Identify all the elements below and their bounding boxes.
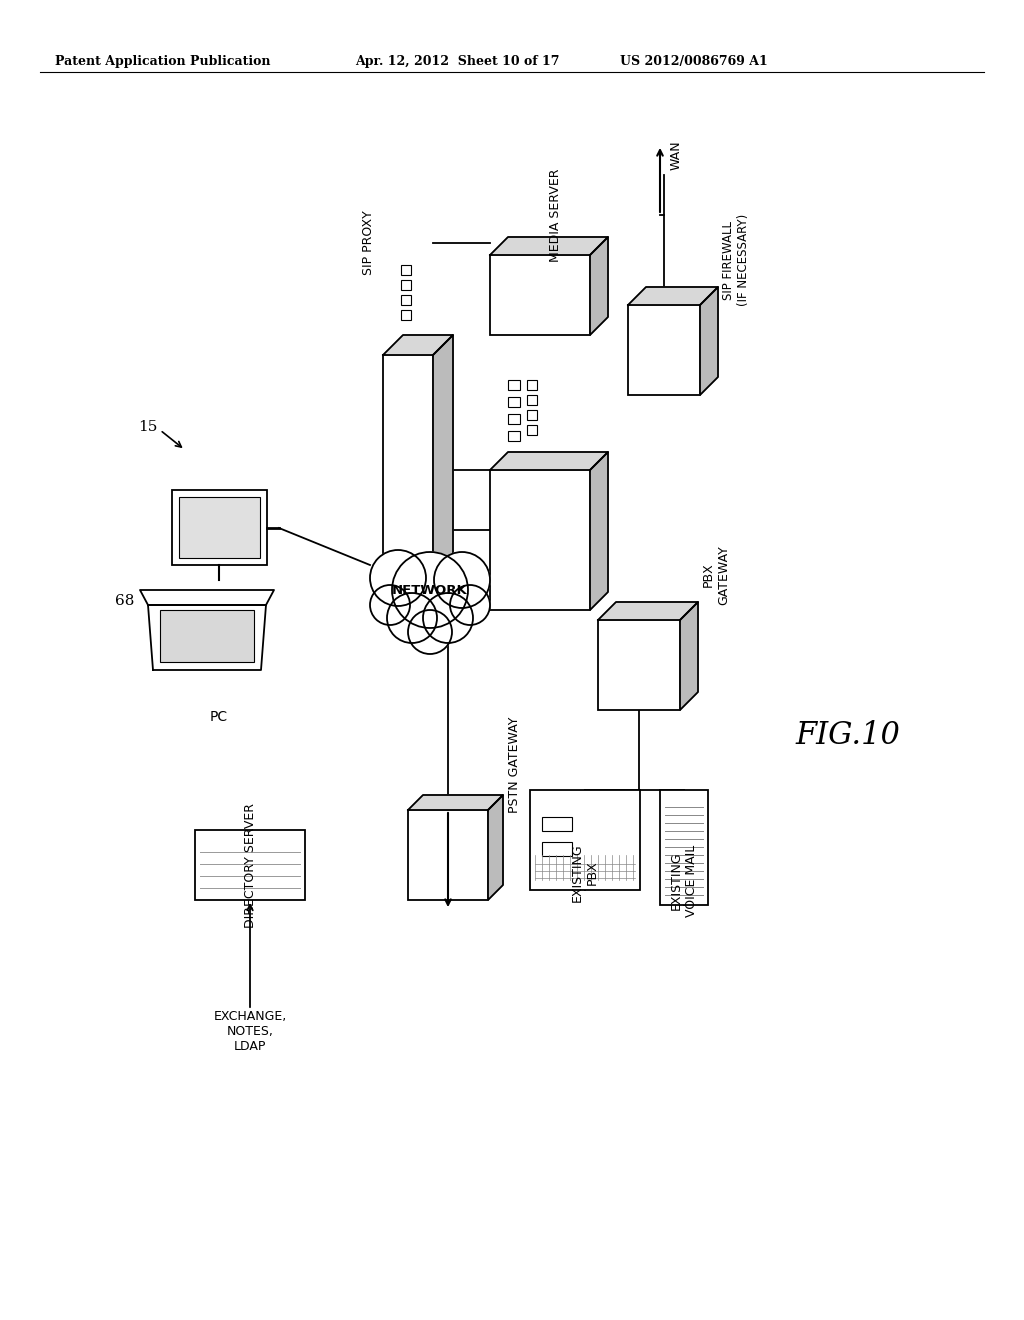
Bar (660, 789, 708, 906)
Text: EXISTING
VOICE MAIL: EXISTING VOICE MAIL (670, 845, 698, 917)
Circle shape (387, 593, 437, 643)
Bar (160, 610, 254, 663)
Text: SIP PROXY: SIP PROXY (362, 211, 375, 276)
Bar (508, 414, 520, 424)
Bar (508, 397, 520, 407)
Bar (527, 380, 537, 389)
Polygon shape (598, 602, 698, 620)
Bar (383, 355, 433, 579)
Circle shape (423, 593, 473, 643)
Text: Patent Application Publication: Patent Application Publication (55, 55, 270, 69)
Circle shape (392, 552, 468, 628)
Bar (401, 310, 411, 319)
Text: PC: PC (210, 710, 228, 723)
Bar (401, 294, 411, 305)
Text: 68: 68 (115, 594, 134, 609)
Text: US 2012/0086769 A1: US 2012/0086769 A1 (620, 55, 768, 69)
Bar (490, 470, 590, 610)
Bar (527, 395, 537, 405)
Bar (490, 255, 590, 335)
Polygon shape (680, 602, 698, 710)
Bar (401, 280, 411, 290)
Text: EXISTING
PBX: EXISTING PBX (571, 843, 599, 902)
Polygon shape (628, 286, 718, 305)
Polygon shape (408, 795, 503, 810)
Text: MEDIA SERVER: MEDIA SERVER (549, 168, 562, 261)
Polygon shape (148, 605, 266, 671)
Bar (527, 411, 537, 420)
Polygon shape (590, 238, 608, 335)
Text: SIP FIREWALL
(IF NECESSARY): SIP FIREWALL (IF NECESSARY) (722, 214, 750, 306)
Text: Apr. 12, 2012  Sheet 10 of 17: Apr. 12, 2012 Sheet 10 of 17 (355, 55, 559, 69)
Polygon shape (140, 590, 274, 605)
Text: WAN: WAN (670, 140, 683, 170)
Bar (598, 620, 680, 710)
Circle shape (408, 610, 452, 653)
Bar (508, 432, 520, 441)
Bar (179, 498, 260, 558)
Bar (530, 789, 640, 890)
Text: DIRECTORY SERVER: DIRECTORY SERVER (244, 803, 256, 928)
Circle shape (434, 552, 490, 609)
Bar (172, 490, 267, 565)
Bar (542, 817, 572, 832)
Circle shape (370, 585, 410, 624)
Circle shape (370, 550, 426, 606)
Bar (401, 265, 411, 275)
Text: NETWORK: NETWORK (392, 583, 468, 597)
Bar (628, 305, 700, 395)
Text: PBX
GATEWAY: PBX GATEWAY (702, 545, 730, 605)
Text: FIG.10: FIG.10 (795, 719, 900, 751)
Polygon shape (383, 335, 453, 355)
Bar (408, 810, 488, 900)
Bar (542, 842, 572, 855)
Polygon shape (700, 286, 718, 395)
Polygon shape (433, 335, 453, 579)
Text: EXCHANGE,
NOTES,
LDAP: EXCHANGE, NOTES, LDAP (213, 1010, 287, 1053)
Polygon shape (490, 451, 608, 470)
Bar (508, 380, 520, 389)
Polygon shape (488, 795, 503, 900)
Circle shape (450, 585, 490, 624)
Polygon shape (490, 238, 608, 255)
Bar (527, 425, 537, 436)
Polygon shape (590, 451, 608, 610)
Text: 15: 15 (138, 420, 158, 434)
Bar (195, 830, 305, 900)
Text: PSTN GATEWAY: PSTN GATEWAY (508, 717, 521, 813)
